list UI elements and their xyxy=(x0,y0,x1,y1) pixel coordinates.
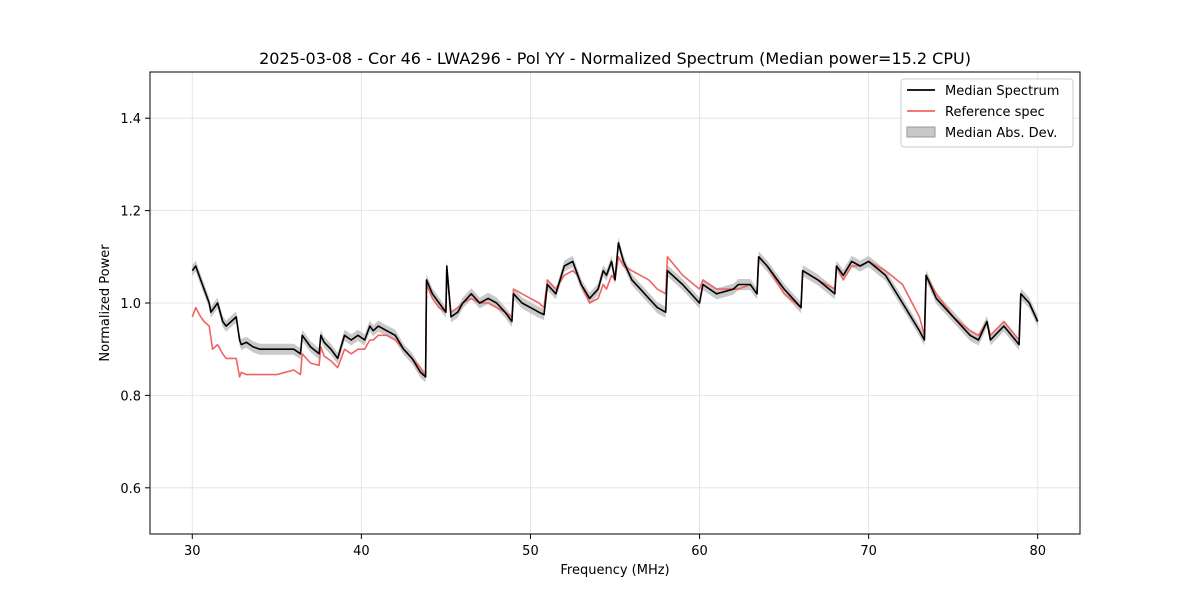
x-axis-label: Frequency (MHz) xyxy=(560,563,669,578)
y-tick-label: 0.8 xyxy=(120,389,141,404)
x-tick-label: 70 xyxy=(860,544,877,559)
y-axis-label: Normalized Power xyxy=(98,244,113,362)
chart-title: 2025-03-08 - Cor 46 - LWA296 - Pol YY - … xyxy=(259,49,971,68)
x-axis: 30 40 50 60 70 80 xyxy=(184,534,1046,559)
x-tick-label: 40 xyxy=(353,544,370,559)
series-layer xyxy=(191,242,1039,378)
y-tick-label: 1.0 xyxy=(120,297,141,312)
y-tick-label: 1.2 xyxy=(120,205,141,220)
legend-mad-label: Median Abs. Dev. xyxy=(945,126,1057,141)
y-tick-label: 0.6 xyxy=(120,482,141,497)
y-tick-label: 1.4 xyxy=(120,112,141,127)
median-abs-dev-band xyxy=(192,237,1038,383)
x-tick-label: 30 xyxy=(184,544,201,559)
mad-band-area xyxy=(192,237,1038,383)
median-spectrum-line xyxy=(191,242,1039,378)
x-tick-label: 80 xyxy=(1029,544,1046,559)
x-tick-label: 60 xyxy=(691,544,708,559)
reference-spectrum-line xyxy=(191,255,1039,378)
legend: Median Spectrum Reference spec Median Ab… xyxy=(900,78,1074,148)
legend-reference-label: Reference spec xyxy=(945,105,1045,120)
y-axis: 0.6 0.8 1.0 1.2 1.4 xyxy=(120,112,150,497)
legend-mad-swatch xyxy=(906,126,936,138)
x-tick-label: 50 xyxy=(522,544,539,559)
legend-box xyxy=(900,78,1074,148)
legend-median-label: Median Spectrum xyxy=(945,84,1059,99)
